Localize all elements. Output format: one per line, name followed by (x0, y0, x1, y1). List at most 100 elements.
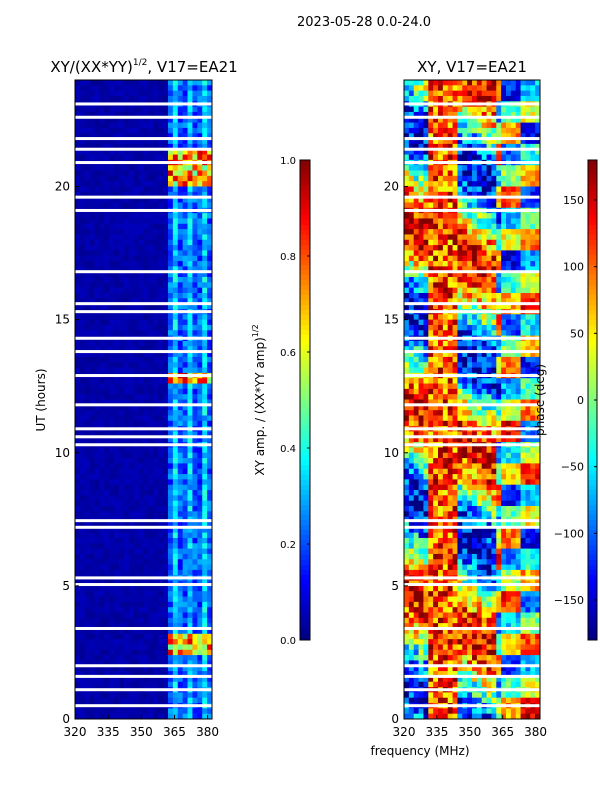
heatmap-cell (99, 511, 105, 518)
heatmap-cell (510, 122, 517, 129)
heatmap-cell (418, 298, 424, 305)
heatmap-cell (481, 293, 487, 299)
heatmap-cell (413, 282, 419, 289)
heatmap-cell (138, 90, 144, 97)
heatmap-cell (153, 186, 159, 193)
heatmap-cell (119, 713, 125, 720)
heatmap-cell (143, 261, 149, 267)
heatmap-cell (207, 452, 213, 459)
heatmap-cell (177, 495, 184, 502)
heatmap-cell (192, 330, 198, 336)
heatmap-cell (143, 596, 149, 603)
heatmap-cell (418, 229, 424, 235)
heatmap-cell (109, 479, 115, 486)
heatmap-cell (496, 319, 502, 326)
heatmap-cell (104, 165, 110, 171)
heatmap-cell (202, 181, 208, 187)
colorbar-step (300, 295, 310, 301)
heatmap-cell (438, 80, 444, 86)
heatmap-cell (491, 202, 497, 209)
heatmap-cell (515, 202, 521, 209)
heatmap-cell (202, 383, 208, 390)
heatmap-cell (167, 623, 174, 629)
heatmap-cell (182, 346, 188, 352)
heatmap-cell (515, 330, 521, 336)
heatmap-cell (530, 277, 536, 283)
heatmap-cell (515, 314, 521, 321)
heatmap-cell (172, 521, 179, 528)
heatmap-cell (153, 484, 159, 491)
heatmap-cell (167, 324, 174, 331)
heatmap-cell (423, 213, 429, 219)
heatmap-cell (525, 127, 531, 134)
heatmap-cell (177, 229, 184, 235)
heatmap-cell (501, 170, 507, 177)
heatmap-cell (486, 277, 492, 283)
heatmap-cell (438, 90, 444, 97)
heatmap-cell (438, 250, 444, 257)
heatmap-cell (114, 553, 120, 560)
heatmap-cell (525, 223, 531, 230)
heatmap-cell (192, 234, 198, 241)
heatmap-cell (123, 601, 130, 608)
heatmap-cell (187, 138, 193, 145)
heatmap-cell (99, 351, 105, 358)
amplitude-panel-title: XY/(XX*YY)1/2, V17=EA21 (50, 58, 237, 76)
heatmap-cell (404, 298, 410, 305)
heatmap-cell (104, 495, 110, 502)
heatmap-cell (119, 607, 125, 613)
heatmap-cell (89, 218, 95, 225)
heatmap-cell (133, 117, 139, 124)
heatmap-cell (491, 271, 497, 278)
heatmap-cell (123, 591, 130, 597)
heatmap-cell (99, 665, 105, 672)
heatmap-cell (462, 314, 468, 321)
heatmap-cell (84, 394, 91, 400)
heatmap-cell (119, 170, 125, 177)
heatmap-cell (133, 181, 139, 187)
heatmap-cell (501, 250, 507, 257)
heatmap-cell (506, 80, 512, 86)
heatmap-cell (182, 527, 188, 534)
heatmap-cell (192, 394, 198, 400)
heatmap-cell (99, 500, 105, 507)
heatmap-cell (109, 223, 115, 230)
heatmap-cell (423, 282, 429, 289)
heatmap-cell (84, 324, 91, 331)
heatmap-cell (153, 394, 159, 400)
heatmap-cell (99, 548, 105, 555)
heatmap-cell (114, 484, 120, 491)
heatmap-cell (84, 154, 91, 161)
heatmap-cell (433, 170, 439, 177)
heatmap-cell (167, 149, 174, 155)
heatmap-cell (114, 420, 120, 427)
heatmap-cell (99, 564, 105, 571)
heatmap-cell (75, 458, 81, 464)
heatmap-cell (481, 255, 487, 262)
heatmap-cell (79, 324, 86, 331)
heatmap-cell (423, 117, 429, 124)
heatmap-cell (413, 143, 419, 150)
heatmap-cell (207, 239, 213, 246)
heatmap-cell (158, 191, 164, 198)
heatmap-cell (207, 607, 213, 613)
heatmap-cell (467, 90, 473, 97)
heatmap-cell (428, 319, 434, 326)
heatmap-cell (187, 676, 193, 683)
heatmap-cell (515, 149, 521, 155)
heatmap-cell (520, 191, 526, 198)
heatmap-cell (167, 537, 174, 544)
heatmap-cell (158, 293, 164, 299)
heatmap-cell (530, 266, 536, 273)
heatmap-cell (109, 143, 115, 150)
heatmap-cell (99, 436, 105, 443)
heatmap-cell (192, 298, 198, 305)
heatmap-cell (187, 388, 193, 395)
heatmap-cell (438, 282, 444, 289)
heatmap-cell (476, 117, 483, 124)
heatmap-cell (476, 330, 483, 336)
heatmap-cell (510, 271, 517, 278)
heatmap-cell (187, 697, 193, 704)
heatmap-cell (413, 330, 419, 336)
heatmap-cell (84, 255, 91, 262)
